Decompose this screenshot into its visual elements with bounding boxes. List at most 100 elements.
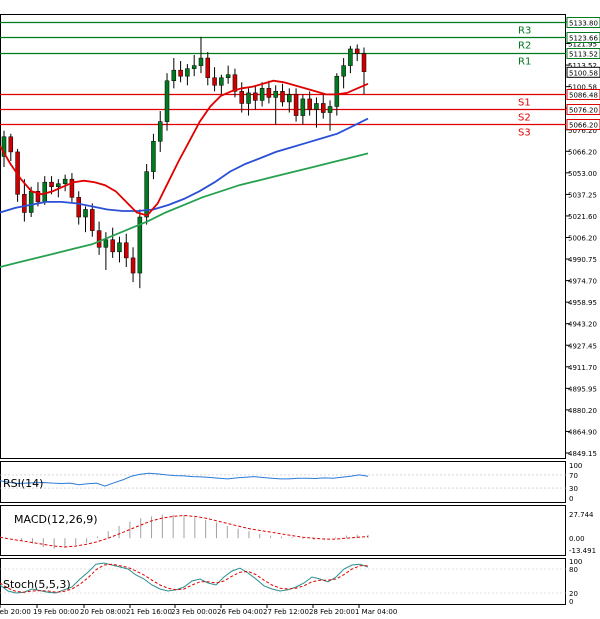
candle-body [144,171,149,218]
stoch-k-line [0,562,369,594]
y-tick-label: 4974.70 [568,278,597,286]
candle-body [259,88,265,101]
y-tick-label: 4990.75 [568,256,597,264]
level-name-s2: S2 [518,113,531,124]
stoch-tick-label: 0 [569,598,573,606]
moving-average-green [0,152,369,268]
level-name-s1: S1 [518,98,531,109]
candle-body [246,92,251,104]
candle-body [124,242,129,259]
x-tick-label: 23 Feb 00:00 [171,608,217,616]
candle-body [42,181,48,203]
y-tick-label: 5113.52 [568,62,597,70]
level-price-label: 5133.80 [569,20,598,28]
candle-body [90,209,95,231]
y-tick-label: 4849.15 [568,450,597,458]
candle-body [205,57,211,78]
candle-body [1,136,7,157]
y-tick-label: 4864.90 [568,428,597,436]
candle-body [307,98,312,110]
candle-body [171,69,177,81]
candle-body [287,94,292,103]
panel-frame [0,558,566,605]
x-tick-label: 26 Feb 04:00 [217,608,263,616]
rsi-tick-label: 0 [569,495,573,503]
level-name-r1: R1 [518,57,531,68]
candle-body [239,91,244,104]
stoch-tick-label: 80 [569,566,578,574]
candle-body [103,239,109,248]
current-price-box [566,66,600,78]
level-price-box [566,119,600,130]
candle-body [76,197,81,218]
candle-body [28,191,34,213]
candle-body [293,94,299,116]
rsi-title: RSI(14) [3,477,43,490]
candle-body [253,92,258,101]
level-price-box [566,89,600,100]
level-price-box [566,17,600,28]
y-tick-label: 4927.45 [568,342,597,350]
level-price-box [566,32,600,43]
level-price-label: 5086.48 [569,92,598,100]
y-tick-label: 5053.00 [568,170,597,178]
candle-body [117,242,122,253]
candle-body [69,178,75,198]
x-tick-label: 19 Feb 00:00 [33,608,79,616]
panel-frame [0,14,566,459]
candle-body [354,48,360,54]
y-tick-label: 4958.95 [568,299,597,307]
y-tick-label: 5006.20 [568,235,597,243]
y-tick-label: 5121.95 [568,41,597,49]
stoch-d-line [0,563,368,593]
candle-body [96,230,102,248]
y-tick-label: 4895.95 [568,385,597,393]
candle-body [191,65,197,69]
y-tick-label: 4880.20 [568,407,597,415]
candle-body [327,106,333,113]
candle-body [137,216,143,274]
candle-body [280,91,285,103]
candle-body [314,103,319,110]
candle-body [56,183,61,187]
candle-body [273,91,278,98]
panel-frame [0,461,566,503]
candle-body [225,74,231,78]
macd-title: MACD(12,26,9) [14,513,98,526]
x-tick-label: 1 Mar 04:00 [355,608,397,616]
rsi-tick-label: 100 [569,462,582,470]
stoch-tick-label: 100 [569,558,582,566]
moving-average-blue [0,117,369,214]
candle-body [219,77,224,86]
moving-average-red [0,79,369,217]
candle-body [151,141,156,172]
candle-body [35,191,41,203]
current-price-label: 5100.58 [569,69,598,77]
panel-frame [0,505,566,556]
candle-body [198,57,204,66]
candle-body [157,121,163,142]
candle-body [232,74,238,92]
rsi-tick-label: 30 [569,485,578,493]
rsi-tick-label: 70 [569,472,578,480]
y-tick-label: 5100.58 [568,84,597,92]
candle-body [361,53,367,72]
macd-tick-label: 0.00 [569,535,585,543]
x-tick-label: 27 Feb 12:00 [263,608,309,616]
rsi-line [0,472,369,487]
x-tick-label: 21 Feb 16:00 [126,608,172,616]
candle-body [320,103,326,113]
candle-body [110,239,115,253]
x-tick-label: 28 Feb 20:00 [309,608,355,616]
candle-body [341,65,346,77]
level-price-label: 5113.52 [569,51,598,59]
level-price-box [566,104,600,115]
macd-signal-line [0,514,369,548]
level-name-r2: R2 [518,41,531,52]
candle-body [8,136,14,153]
candle-body [300,98,306,116]
y-tick-label: 5076.20 [568,127,597,135]
candle-body [334,75,340,107]
candle-body [49,181,54,187]
